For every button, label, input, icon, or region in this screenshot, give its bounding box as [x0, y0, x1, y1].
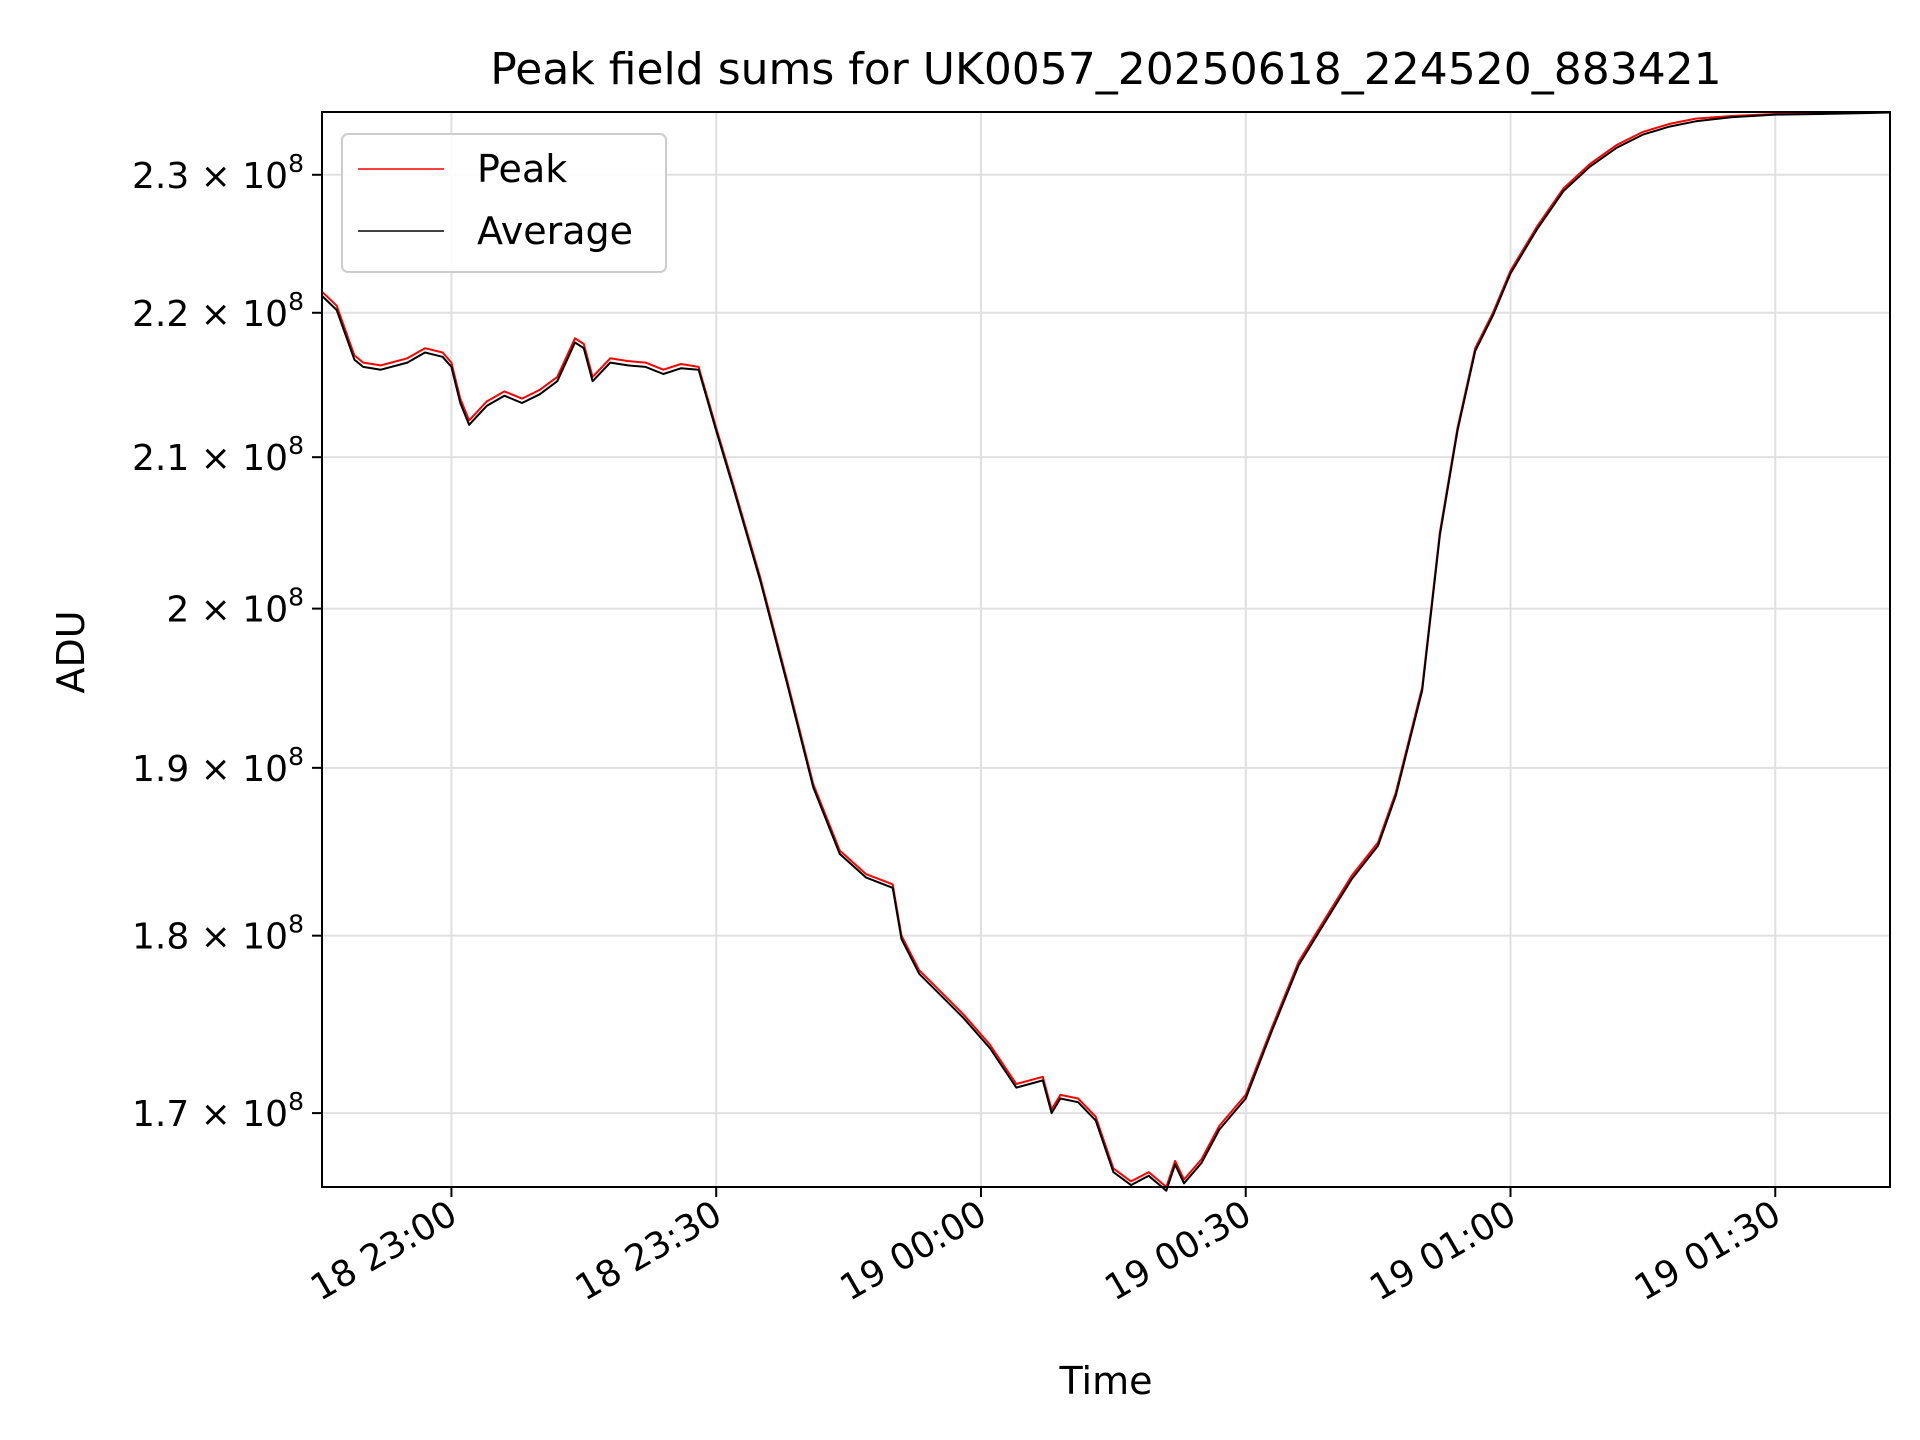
y-axis-ticks: 1.7 × 108 1.8 × 108 1.9 × 108 2 × 108 2.1 × … [132, 149, 322, 1135]
y-tick-label: 2.1 × 108 [132, 431, 304, 479]
y-tick-label: 1.8 × 108 [132, 910, 304, 958]
y-tick-label: 2 × 108 [166, 583, 304, 631]
series-line-peak [321, 111, 1891, 1188]
x-tick-label: 19 00:00 [834, 1193, 994, 1309]
y-axis-label: ADU [49, 610, 93, 693]
x-tick-label: 19 01:00 [1363, 1193, 1523, 1309]
y-tick-label: 2.2 × 108 [132, 287, 304, 335]
x-tick-label: 18 23:00 [304, 1193, 464, 1309]
y-tick-label: 1.9 × 108 [132, 742, 304, 790]
y-grid [322, 173, 1890, 1115]
x-axis-label: Time [1059, 1359, 1153, 1403]
x-tick-label: 18 23:30 [569, 1193, 729, 1309]
legend-label-average: Average [477, 209, 633, 253]
legend: Peak Average [341, 133, 667, 273]
y-tick-label: 2.3 × 108 [132, 149, 304, 197]
legend-label-peak: Peak [477, 147, 567, 191]
plot-frame [321, 111, 1891, 1188]
series-layer [321, 111, 1891, 1192]
x-tick-label: 19 00:30 [1098, 1193, 1258, 1309]
x-tick-label: 19 01:30 [1628, 1193, 1788, 1309]
series-line-average [321, 111, 1891, 1192]
x-axis-ticks: 18 23:00 18 23:30 19 00:00 19 00:30 19 01:00… [304, 1187, 1788, 1309]
chart-title: Peak field sums for UK0057_20250618_2245… [490, 44, 1721, 95]
x-grid [450, 112, 1777, 1187]
y-tick-label: 1.7 × 108 [132, 1087, 304, 1135]
